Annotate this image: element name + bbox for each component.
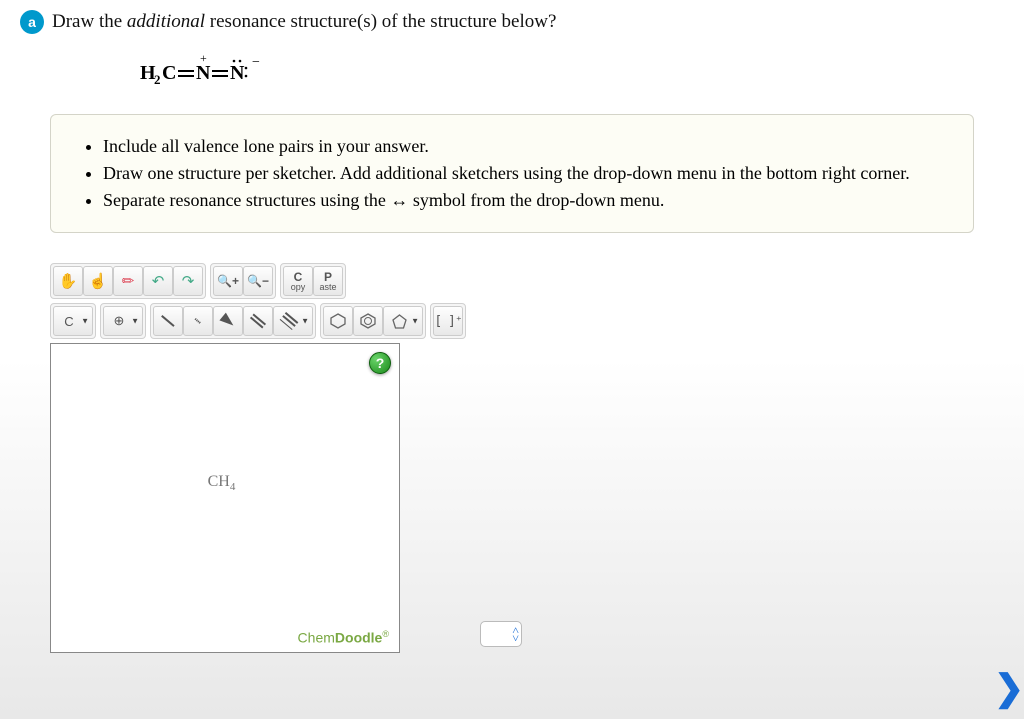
prompt-emphasis: additional — [127, 11, 205, 32]
select-tool-button[interactable]: ☝ — [83, 266, 113, 296]
given-structure-formula: H 2 C N + N − — [140, 54, 1004, 84]
chemdoodle-branding: ChemDoodle® — [298, 629, 389, 646]
chevron-down-icon: ▼ — [81, 317, 89, 326]
benzene-button[interactable] — [353, 306, 383, 336]
toolbar-row-1: ✋ ☝ ✏ ↶ ↷ 🔍+ 🔍− Copy Paste — [50, 263, 1004, 299]
copy-icon: Copy — [291, 271, 306, 292]
cyclohexane-button[interactable] — [323, 306, 353, 336]
question-header: a Draw the additional resonance structur… — [20, 10, 1004, 34]
placeholder-sub: 4 — [230, 482, 236, 494]
instruction-item: Include all valence lone pairs in your a… — [103, 133, 945, 160]
brand-suffix: Doodle — [335, 630, 382, 646]
chevron-down-icon: ▼ — [411, 317, 419, 326]
next-page-arrow[interactable]: ❮ — [994, 667, 1024, 709]
double-bond-button[interactable] — [243, 306, 273, 336]
dashed-wedge-button[interactable]: ┉ — [183, 306, 213, 336]
stepper-arrows-icon: ˄˅ — [512, 626, 519, 643]
question-prompt: Draw the additional resonance structure(… — [52, 10, 556, 33]
triple-bond-icon — [280, 312, 299, 330]
add-sketcher-dropdown[interactable]: ˄˅ — [480, 621, 522, 647]
svg-text:+: + — [200, 54, 207, 65]
instructions-box: Include all valence lone pairs in your a… — [50, 114, 974, 233]
redo-button[interactable]: ↷ — [173, 266, 203, 296]
paste-icon: Paste — [319, 271, 336, 292]
zoom-in-button[interactable]: 🔍+ — [213, 266, 243, 296]
hexagon-icon — [330, 313, 346, 329]
double-bond-icon — [249, 313, 266, 329]
canvas-placeholder-molecule: CH4 — [208, 473, 236, 493]
undo-button[interactable]: ↶ — [143, 266, 173, 296]
bracket-icon: [ ]⁺ — [434, 314, 461, 329]
chevron-down-icon: ▼ — [301, 317, 309, 326]
benzene-icon — [360, 313, 376, 329]
element-label: C — [64, 314, 73, 329]
zoom-out-icon: 🔍− — [247, 274, 269, 288]
single-bond-icon — [161, 315, 174, 327]
undo-icon: ↶ — [152, 272, 165, 290]
copy-button[interactable]: Copy — [283, 266, 313, 296]
question-bullet: a — [20, 10, 44, 34]
prompt-suffix: resonance structure(s) of the structure … — [205, 11, 556, 32]
solid-wedge-button[interactable] — [213, 306, 243, 336]
eraser-icon: ✏ — [122, 272, 135, 290]
element-picker-button[interactable]: C ▼ — [53, 306, 93, 336]
brand-reg: ® — [382, 629, 389, 639]
solid-wedge-icon — [219, 313, 236, 330]
ring-picker-button[interactable]: ▼ — [383, 306, 423, 336]
lasso-icon: ☝ — [89, 272, 108, 290]
zoom-out-button[interactable]: 🔍− — [243, 266, 273, 296]
svg-text:N: N — [196, 62, 211, 84]
svg-text:C: C — [162, 62, 176, 84]
dashed-wedge-icon: ┉ — [191, 313, 206, 328]
sketcher-canvas[interactable]: ? CH4 ChemDoodle® — [50, 343, 400, 653]
bracket-charge-button[interactable]: [ ]⁺ — [433, 306, 463, 336]
svg-text:2: 2 — [154, 72, 161, 87]
chevron-down-icon: ▼ — [131, 317, 139, 326]
triple-bond-button[interactable]: ▼ — [273, 306, 313, 336]
pan-tool-button[interactable]: ✋ — [53, 266, 83, 296]
charge-picker-button[interactable]: ⊕ ▼ — [103, 306, 143, 336]
pentagon-icon — [392, 314, 407, 329]
brand-prefix: Chem — [298, 630, 335, 646]
charge-icon: ⊕ — [114, 313, 125, 329]
prompt-prefix: Draw the — [52, 11, 127, 32]
paste-button[interactable]: Paste — [313, 266, 343, 296]
svg-text:N: N — [230, 62, 245, 84]
sketcher-panel: ✋ ☝ ✏ ↶ ↷ 🔍+ 🔍− Copy Paste C ▼ ⊕ ▼ — [50, 263, 1004, 653]
toolbar-row-2: C ▼ ⊕ ▼ ┉ ▼ ▼ — [50, 303, 1004, 339]
instruction-item: Separate resonance structures using the … — [103, 187, 945, 214]
erase-tool-button[interactable]: ✏ — [113, 266, 143, 296]
single-bond-button[interactable] — [153, 306, 183, 336]
hand-icon: ✋ — [59, 272, 78, 290]
placeholder-prefix: CH — [208, 473, 230, 490]
instruction-item: Draw one structure per sketcher. Add add… — [103, 160, 945, 187]
redo-icon: ↷ — [182, 272, 195, 290]
svg-text:−: − — [252, 55, 260, 70]
zoom-in-icon: 🔍+ — [217, 274, 239, 288]
help-button[interactable]: ? — [369, 352, 391, 374]
